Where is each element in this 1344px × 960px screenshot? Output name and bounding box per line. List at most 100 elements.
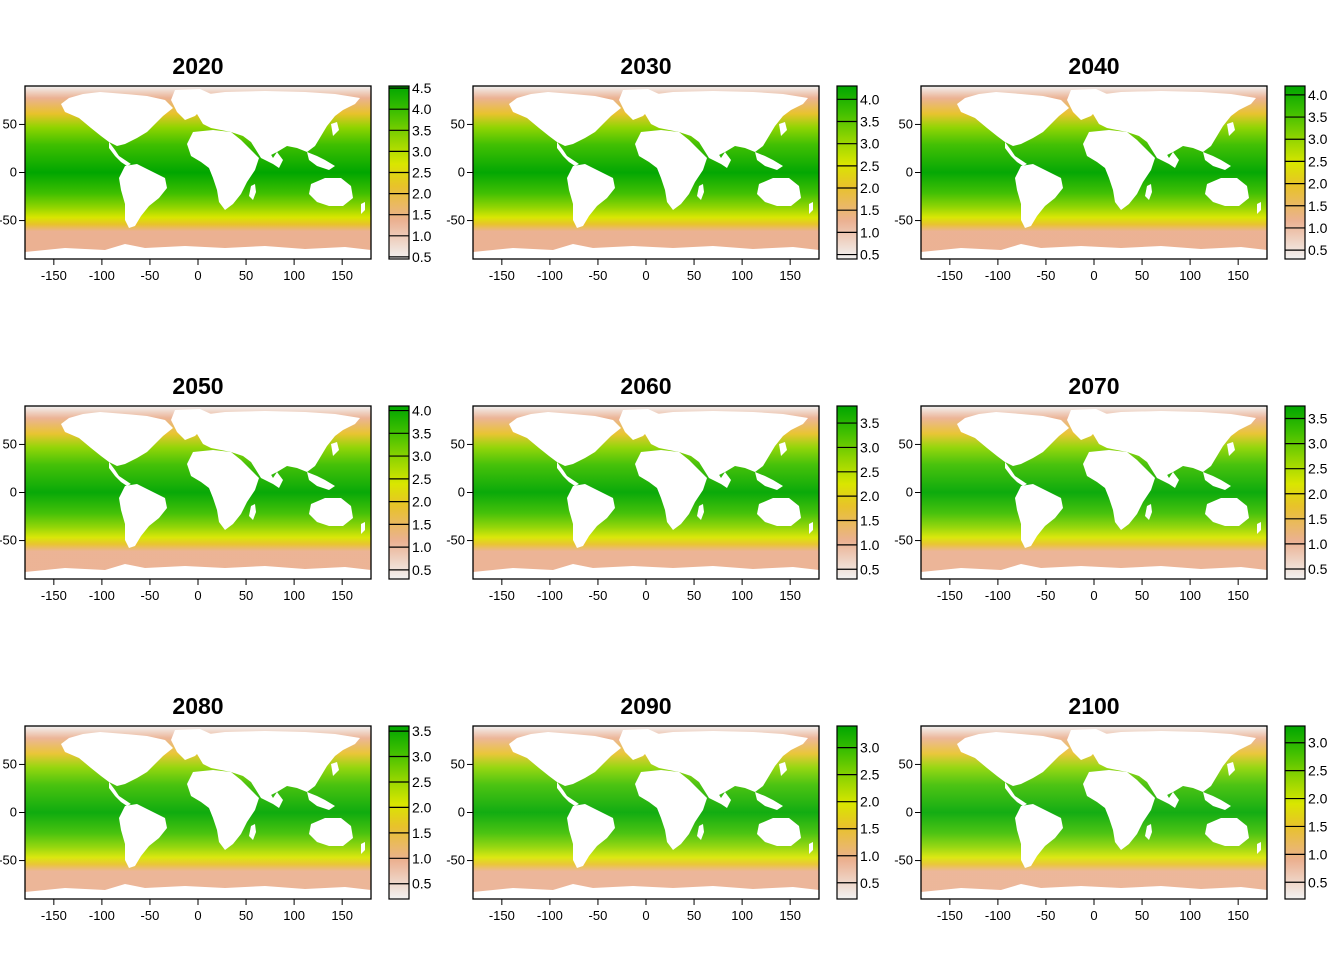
y-tick-label: 50 bbox=[3, 116, 17, 131]
legend-label: 1.0 bbox=[860, 848, 880, 864]
legend-label: 2.5 bbox=[412, 471, 432, 487]
legend-label: 1.0 bbox=[860, 224, 880, 240]
y-tick-label: 0 bbox=[906, 805, 913, 820]
x-tick-label: -50 bbox=[589, 908, 608, 923]
legend-label: 0.5 bbox=[1308, 874, 1328, 890]
legend-label: 3.5 bbox=[1308, 109, 1328, 125]
x-tick-label: 0 bbox=[194, 268, 201, 283]
x-tick-label: -50 bbox=[589, 268, 608, 283]
legend-label: 1.0 bbox=[1308, 846, 1328, 862]
panel-title: 2050 bbox=[172, 373, 223, 399]
legend-label: 2.5 bbox=[860, 464, 880, 480]
x-tick-label: 150 bbox=[331, 908, 353, 923]
map-panel-2070: 2070 -150 -100 -50 0 50 100 150 50 0 -50 3.5 3.0 2.5 2… bbox=[894, 373, 1327, 603]
x-tick-label: -150 bbox=[41, 588, 67, 603]
legend-label: 2.5 bbox=[860, 767, 880, 783]
x-tick-label: 150 bbox=[1227, 908, 1249, 923]
legend-label: 1.0 bbox=[1308, 220, 1328, 236]
legend-label: 0.5 bbox=[412, 562, 432, 578]
legend-label: 2.0 bbox=[1308, 176, 1328, 192]
x-tick-label: 50 bbox=[1135, 908, 1149, 923]
legend-colorbar: 4.0 3.5 3.0 2.5 2.0 1.5 1.0 0.5 bbox=[1284, 85, 1328, 260]
x-tick-label: 100 bbox=[731, 588, 753, 603]
map-panel-2090: 2090 -150 -100 -50 0 50 100 150 50 0 -50 3.0 2.5 2.0 1… bbox=[446, 693, 879, 923]
x-tick-label: -150 bbox=[937, 588, 963, 603]
x-tick-label: 50 bbox=[1135, 588, 1149, 603]
x-tick-label: -100 bbox=[537, 268, 563, 283]
legend-label: 2.5 bbox=[1308, 153, 1328, 169]
legend-label: 3.0 bbox=[860, 740, 880, 756]
legend-label: 0.5 bbox=[860, 875, 880, 891]
legend-label: 3.0 bbox=[412, 143, 432, 159]
panel-title: 2080 bbox=[172, 693, 223, 719]
legend-label: 0.5 bbox=[860, 561, 880, 577]
legend-label: 1.5 bbox=[1308, 818, 1328, 834]
y-tick-label: 50 bbox=[451, 436, 465, 451]
legend-label: 3.5 bbox=[860, 113, 880, 129]
legend-label: 3.0 bbox=[412, 448, 432, 464]
x-tick-label: -50 bbox=[589, 588, 608, 603]
y-tick-label: -50 bbox=[0, 533, 17, 548]
x-tick-label: 0 bbox=[194, 908, 201, 923]
x-tick-label: 50 bbox=[239, 268, 253, 283]
x-tick-label: 50 bbox=[239, 588, 253, 603]
ocean-raster bbox=[920, 405, 1268, 580]
x-tick-label: 100 bbox=[1179, 588, 1201, 603]
x-tick-label: -50 bbox=[1037, 588, 1056, 603]
x-tick-label: 100 bbox=[283, 908, 305, 923]
legend-label: 3.0 bbox=[860, 439, 880, 455]
ocean-raster bbox=[24, 405, 372, 580]
ocean-raster bbox=[24, 725, 372, 900]
legend-label: 2.5 bbox=[860, 158, 880, 174]
legend-label: 1.5 bbox=[1308, 198, 1328, 214]
panel-title: 2060 bbox=[620, 373, 671, 399]
legend-label: 2.0 bbox=[860, 794, 880, 810]
x-tick-label: 150 bbox=[779, 268, 801, 283]
legend-colorbar: 3.5 3.0 2.5 2.0 1.5 1.0 0.5 bbox=[388, 723, 432, 900]
legend-label: 0.5 bbox=[412, 249, 432, 265]
y-tick-label: 50 bbox=[3, 436, 17, 451]
legend-label: 2.5 bbox=[1308, 461, 1328, 477]
y-tick-label: 0 bbox=[458, 805, 465, 820]
x-tick-label: -50 bbox=[141, 268, 160, 283]
legend-label: 3.0 bbox=[412, 749, 432, 765]
x-tick-label: 0 bbox=[1090, 588, 1097, 603]
legend-label: 3.5 bbox=[860, 415, 880, 431]
legend-label: 2.0 bbox=[412, 494, 432, 510]
y-tick-label: 50 bbox=[451, 756, 465, 771]
legend-colorbar: 4.5 4.0 3.5 3.0 2.5 2.0 1.5 1.0 0.5 bbox=[388, 80, 432, 265]
legend-label: 3.0 bbox=[1308, 131, 1328, 147]
panel-title: 2100 bbox=[1068, 693, 1119, 719]
legend-label: 1.0 bbox=[412, 228, 432, 244]
legend-label: 2.0 bbox=[860, 180, 880, 196]
x-tick-label: -100 bbox=[985, 588, 1011, 603]
x-tick-label: 150 bbox=[779, 908, 801, 923]
x-tick-label: -100 bbox=[537, 588, 563, 603]
x-tick-label: 50 bbox=[687, 268, 701, 283]
legend-label: 1.5 bbox=[412, 516, 432, 532]
legend-colorbar: 4.0 3.5 3.0 2.5 2.0 1.5 1.0 0.5 bbox=[836, 85, 880, 263]
legend-label: 1.5 bbox=[412, 825, 432, 841]
panel-title: 2030 bbox=[620, 53, 671, 79]
x-tick-label: -150 bbox=[937, 268, 963, 283]
y-tick-label: 50 bbox=[451, 116, 465, 131]
legend-label: 2.0 bbox=[1308, 791, 1328, 807]
panel-title: 2040 bbox=[1068, 53, 1119, 79]
y-tick-label: -50 bbox=[446, 213, 465, 228]
x-tick-label: -150 bbox=[489, 908, 515, 923]
x-tick-label: 0 bbox=[1090, 268, 1097, 283]
x-tick-label: 150 bbox=[1227, 588, 1249, 603]
legend-label: 1.5 bbox=[860, 513, 880, 529]
map-panel-2100: 2100 -150 -100 -50 0 50 100 150 50 0 -50 3.0 2.5 2.0 1… bbox=[894, 693, 1327, 923]
legend-colorbar: 3.5 3.0 2.5 2.0 1.5 1.0 0.5 bbox=[836, 405, 880, 580]
map-panel-2030: 2030 -150 -100 -50 0 50 100 150 50 0 -50 4.0 3.5 3.0 2… bbox=[446, 53, 879, 283]
x-tick-label: 0 bbox=[642, 908, 649, 923]
legend-label: 2.0 bbox=[412, 799, 432, 815]
x-tick-label: -100 bbox=[89, 908, 115, 923]
y-tick-label: 0 bbox=[10, 805, 17, 820]
legend-label: 3.0 bbox=[1308, 436, 1328, 452]
legend-label: 4.0 bbox=[412, 101, 432, 117]
legend-colorbar: 3.0 2.5 2.0 1.5 1.0 0.5 bbox=[836, 725, 880, 900]
x-tick-label: 150 bbox=[331, 268, 353, 283]
